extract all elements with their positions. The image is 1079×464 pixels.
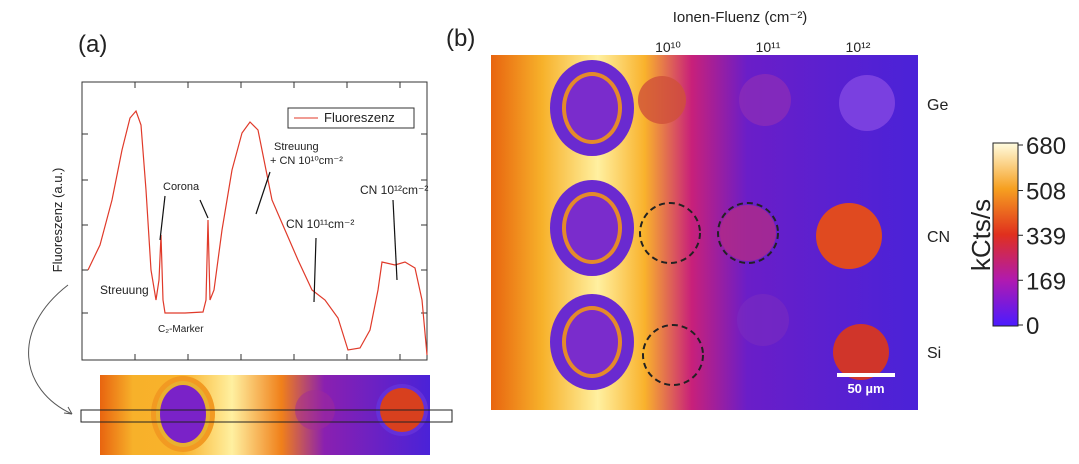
colorbar-tick-label: 680 <box>1026 133 1066 160</box>
row-label: CN <box>927 229 950 246</box>
colorbar-tick-label: 339 <box>1026 223 1066 250</box>
column-label: 10¹² <box>846 39 871 55</box>
arrowhead <box>63 406 73 415</box>
panel-label: (b) <box>446 25 475 52</box>
y-axis-label: Fluoreszenz (a.u.) <box>50 168 65 273</box>
row-label: Si <box>927 345 941 362</box>
leader-lines <box>159 171 398 303</box>
axis-ticks <box>82 82 427 360</box>
column-header-title: Ionen-Fluenz (cm⁻²) <box>673 9 808 26</box>
panel-label: (a) <box>78 31 107 58</box>
scale-bar-label: 50 µm <box>847 381 884 396</box>
annotation: Corona <box>163 181 200 193</box>
legend-entry: Fluoreszenz <box>324 110 395 125</box>
colorbar-label: kCts/s <box>966 199 996 271</box>
row-label: Ge <box>927 97 948 114</box>
annotation: CN 10¹¹cm⁻² <box>286 217 354 231</box>
colorbar-tick-label: 0 <box>1026 313 1039 340</box>
legend-box <box>287 107 415 129</box>
plot-frame <box>81 81 428 361</box>
arrow <box>28 284 73 415</box>
annotation: CN 10¹²cm⁻² <box>360 183 428 197</box>
annotation: C₂-Marker <box>158 324 204 335</box>
strip-image <box>100 375 430 455</box>
annotation: + CN 10¹⁰cm⁻² <box>270 155 343 167</box>
column-label: 10¹⁰ <box>655 39 681 55</box>
line-scan-marker <box>80 409 453 423</box>
colorbar-tick-label: 508 <box>1026 179 1066 206</box>
colorbar-tick-label: 169 <box>1026 268 1066 295</box>
annotation: Streuung <box>274 141 319 153</box>
fluorescence-curve <box>87 109 428 356</box>
fluorescence-map <box>491 55 918 410</box>
colorbar <box>992 142 1019 327</box>
annotation: Streuung <box>100 283 149 297</box>
column-label: 10¹¹ <box>756 39 781 55</box>
